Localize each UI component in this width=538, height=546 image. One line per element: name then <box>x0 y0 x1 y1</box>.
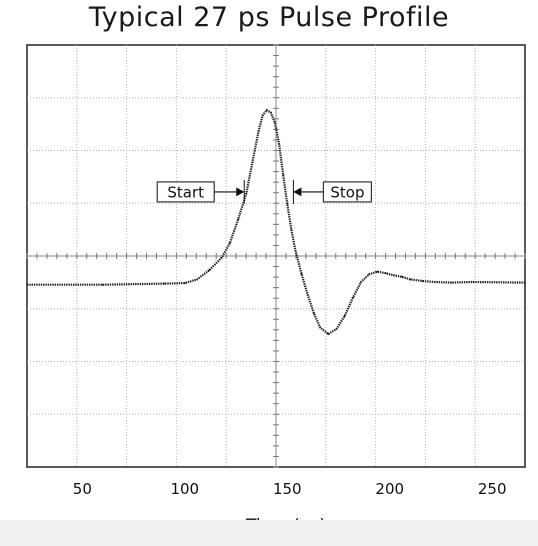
data-point <box>282 174 285 177</box>
data-point <box>101 283 104 286</box>
data-point <box>290 229 293 231</box>
data-point <box>229 242 231 244</box>
data-point <box>421 280 424 282</box>
marker-label-start: Start <box>167 183 204 201</box>
data-point <box>327 333 330 335</box>
data-point <box>470 281 473 283</box>
data-point <box>270 111 272 114</box>
data-point <box>278 143 280 145</box>
x-tick-label: 50 <box>73 480 92 498</box>
data-point <box>163 282 166 285</box>
data-point <box>245 192 248 195</box>
data-point <box>257 130 260 132</box>
data-point <box>319 326 321 329</box>
data-point <box>183 282 186 284</box>
chart-title: Typical 27 ps Pulse Profile <box>88 2 450 33</box>
data-point <box>251 161 254 164</box>
data-point <box>450 281 453 284</box>
footer-bar <box>0 520 538 546</box>
data-point <box>274 122 276 124</box>
data-point <box>294 249 297 252</box>
data-point <box>409 278 412 281</box>
data-point <box>313 312 315 315</box>
data-point <box>265 109 268 111</box>
data-point <box>524 281 526 284</box>
data-point <box>433 281 436 283</box>
marker-label-stop: Stop <box>330 183 364 201</box>
data-point <box>352 296 354 299</box>
data-point <box>335 328 338 330</box>
x-tick-label: 150 <box>273 480 302 498</box>
data-point <box>286 203 289 205</box>
data-point <box>261 114 264 117</box>
data-point <box>392 274 395 277</box>
data-point <box>376 270 379 273</box>
data-point <box>306 294 309 296</box>
data-point <box>360 281 362 283</box>
marker-arrow-head <box>236 187 245 197</box>
data-point <box>384 272 387 275</box>
x-tick-label: 200 <box>375 480 404 498</box>
data-point <box>26 283 28 286</box>
data-point <box>343 315 346 317</box>
x-tick-label: 100 <box>170 480 199 498</box>
data-point <box>401 275 403 278</box>
data-point <box>368 273 371 276</box>
data-point <box>220 256 223 259</box>
x-tick-label: 250 <box>478 480 507 498</box>
data-point <box>237 218 240 221</box>
data-point <box>196 278 199 281</box>
marker-arrow-head <box>293 187 302 197</box>
data-point <box>208 269 211 271</box>
data-point <box>300 273 303 276</box>
